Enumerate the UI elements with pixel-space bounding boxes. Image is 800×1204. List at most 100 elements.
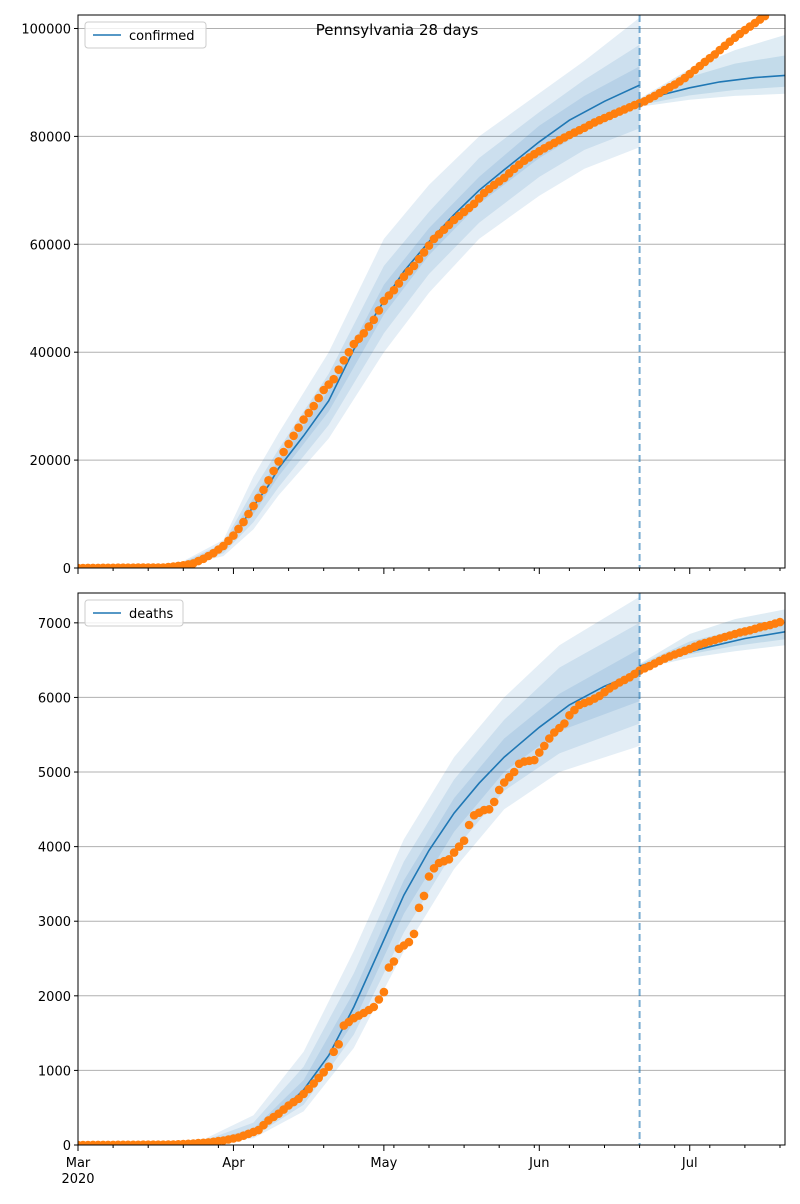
y-tick-label: 1000 (38, 1064, 71, 1079)
observed-point (299, 415, 308, 424)
observed-point (775, 617, 785, 627)
observed-point (409, 261, 419, 271)
observed-point (334, 365, 344, 375)
observed-point (394, 279, 404, 288)
observed-point (474, 194, 484, 203)
x-tick-label: Jun (528, 1156, 549, 1171)
observed-point (545, 734, 554, 743)
observed-point (329, 374, 339, 384)
observed-point (760, 15, 770, 21)
x-tick-label: May (370, 1156, 397, 1171)
observed-point (535, 748, 544, 757)
observed-point (414, 903, 424, 913)
axes-frame (77, 14, 786, 569)
plot-area (78, 15, 785, 568)
uncertainty-band (173, 66, 640, 568)
observed-point (319, 1068, 329, 1077)
observed-point (364, 322, 374, 331)
observed-point (469, 199, 479, 209)
observed-point (254, 493, 263, 503)
observed-point (459, 836, 469, 845)
observed-point (419, 248, 429, 257)
observed-point (294, 423, 303, 433)
legend-box (84, 599, 184, 627)
observed-point (389, 285, 399, 295)
observed-point (249, 501, 258, 511)
uncertainty-band (198, 596, 640, 1145)
y-tick-label: 3000 (38, 915, 71, 930)
plot-area (78, 596, 785, 1145)
observed-point (264, 476, 273, 485)
y-tick-label: 60000 (30, 238, 71, 253)
observed-point (464, 820, 474, 830)
legend: deaths (84, 599, 184, 627)
observed-point (234, 524, 243, 534)
observed-point (354, 334, 364, 344)
observed-point (404, 937, 414, 947)
y-tick-label: 7000 (38, 617, 71, 632)
observed-point (409, 929, 419, 939)
observed-point (560, 719, 569, 728)
observed-point (329, 1047, 339, 1057)
observed-point (289, 431, 298, 441)
observed-point (424, 872, 434, 881)
legend: confirmed (84, 21, 207, 49)
observed-point (369, 315, 379, 325)
observed-point (284, 439, 293, 449)
y-tick-label: 5000 (38, 766, 71, 781)
observed-point (314, 1073, 324, 1083)
observed-point (319, 385, 329, 395)
observed-point (399, 272, 409, 282)
observed-point (374, 995, 384, 1004)
legend-label: confirmed (129, 29, 195, 44)
y-tick-label: 0 (63, 562, 71, 577)
observed-point (444, 855, 454, 864)
observed-point (314, 393, 324, 403)
observed-point (449, 848, 459, 857)
axes-frame (77, 592, 786, 1146)
observed-point (339, 356, 349, 365)
observed-point (304, 408, 314, 418)
x-tick-label: Jul (681, 1156, 698, 1171)
forecast-band (639, 55, 785, 106)
observed-point (419, 891, 429, 901)
observed-point (489, 797, 499, 807)
observed-point (414, 254, 424, 264)
observed-point (454, 842, 464, 851)
observed-point (269, 466, 278, 476)
observed-point (384, 963, 394, 972)
observed-point (304, 1084, 314, 1094)
chart-title: Pennsylvania 28 days (316, 21, 479, 39)
observed-point (239, 517, 248, 527)
observed-point (309, 1079, 319, 1088)
y-tick-label: 40000 (30, 346, 71, 361)
observed-point (389, 957, 399, 966)
uncertainty-band (198, 622, 640, 1145)
observed-point (540, 741, 549, 751)
legend-box (84, 21, 207, 49)
observed-point (309, 401, 319, 411)
deaths-panel: 0 1000 2000 3000 4000 5000 6000 7000 Mar Apr May Ju… (38, 592, 786, 1187)
observed-point (494, 785, 504, 795)
observed-point (279, 447, 288, 457)
observed-point (349, 339, 359, 349)
observed-point (509, 767, 519, 777)
observed-point (379, 987, 389, 997)
observed-point (274, 457, 283, 466)
x-tick-label: Mar (66, 1156, 91, 1171)
y-tick-label: 0 (63, 1139, 71, 1154)
observed-point (374, 306, 384, 315)
y-tick-label: 100000 (21, 22, 71, 37)
y-tick-label: 2000 (38, 990, 71, 1005)
observed-point (229, 531, 238, 540)
y-tick-label: 20000 (30, 454, 71, 469)
observed-point (379, 296, 389, 306)
observed-point (404, 267, 414, 276)
observed-point (259, 485, 268, 495)
x-tick-label: Apr (222, 1156, 245, 1171)
y-tick-label: 4000 (38, 841, 71, 856)
observed-point (324, 1062, 334, 1071)
observed-point (484, 805, 494, 814)
observed-point (244, 509, 253, 519)
